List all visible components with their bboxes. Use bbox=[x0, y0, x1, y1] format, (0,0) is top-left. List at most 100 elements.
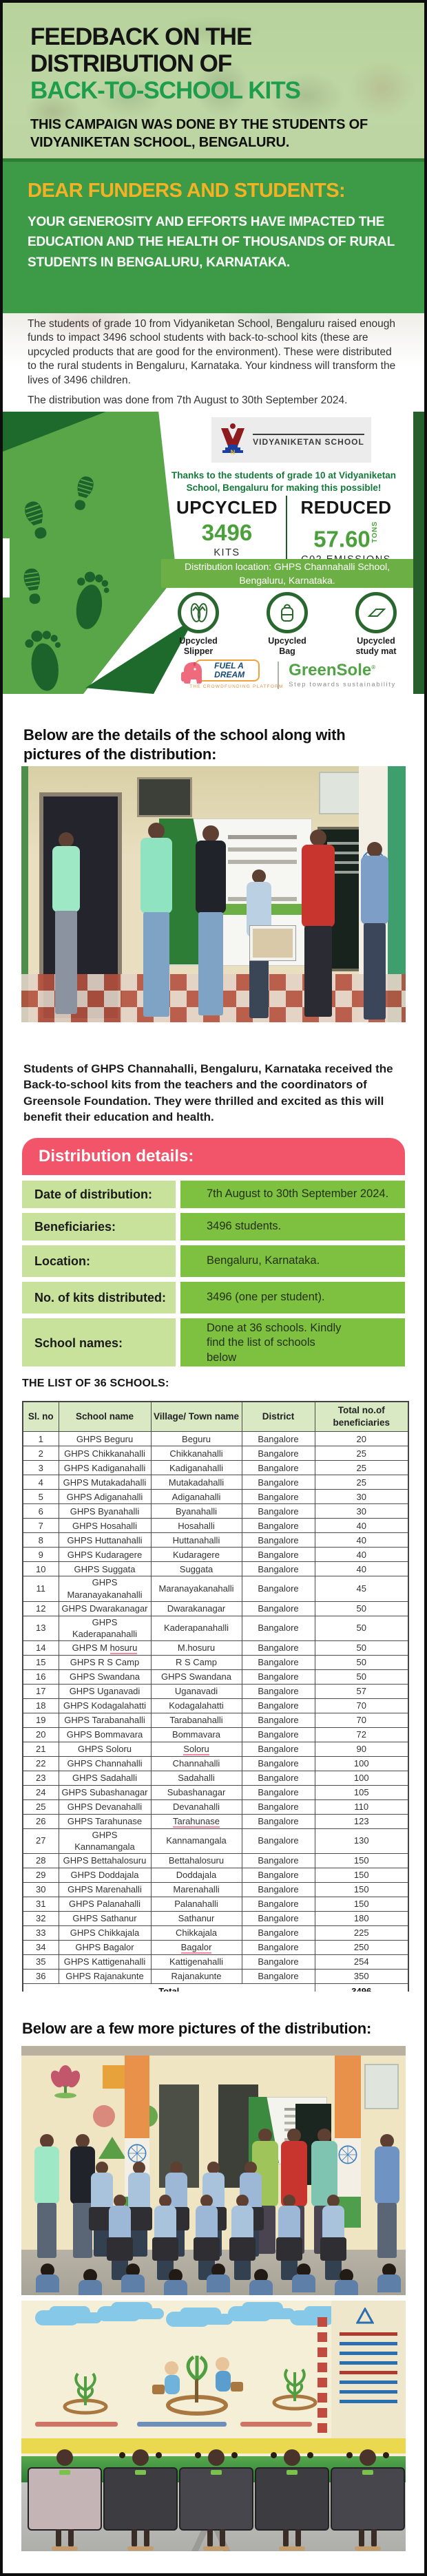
cell-district: Bangalore bbox=[241, 1813, 315, 1829]
cell-village: Bettahalosuru bbox=[150, 1852, 242, 1868]
table-row: 11 GHPS Maranayakanahalli Maranayakanahall… bbox=[22, 1576, 409, 1602]
yellow-band bbox=[21, 2438, 406, 2453]
cell-school-name: GHPS Tarahunase bbox=[58, 1813, 152, 1829]
cell-beneficiaries: 150 bbox=[314, 1867, 409, 1883]
cell-beneficiaries: 254 bbox=[314, 1954, 409, 1970]
children-with-mats-group bbox=[21, 2301, 406, 2551]
person-figure bbox=[357, 842, 392, 1022]
badge-upcycled-slipper: Upcycled Slipper bbox=[167, 592, 230, 657]
cell-village: Doddajala bbox=[150, 1867, 242, 1883]
cloud-mural bbox=[35, 2310, 79, 2325]
table-row: 27 GHPS Kannamangala Kannamangala Bangalore… bbox=[22, 1828, 409, 1854]
cell-district: Bangalore bbox=[241, 1654, 315, 1670]
greensole-name: GreenSole bbox=[289, 661, 372, 679]
cell-beneficiaries: 123 bbox=[314, 1813, 409, 1829]
col-sl-no: Sl. no bbox=[22, 1401, 59, 1433]
detail-label-date: Date of distribution: bbox=[22, 1181, 176, 1208]
cell-beneficiaries: 100 bbox=[314, 1770, 409, 1786]
table-row: 1 GHPS Beguru Beguru Bangalore 20 bbox=[22, 1431, 409, 1447]
cell-sl-no: 32 bbox=[22, 1910, 59, 1926]
cell-district: Bangalore bbox=[241, 1910, 315, 1926]
cell-school-name: GHPS Kudaragere bbox=[58, 1547, 152, 1563]
fuel-logo-tagline: THE CROWDFUNDING PLATFORM bbox=[189, 684, 284, 689]
cell-beneficiaries: 20 bbox=[314, 1431, 409, 1447]
cell-beneficiaries: 90 bbox=[314, 1741, 409, 1757]
stat-upcycled-value: 3496 bbox=[201, 520, 253, 545]
cell-district: Bangalore bbox=[241, 1939, 315, 1955]
cell-school-name: GHPS Maranayakanahalli bbox=[58, 1576, 152, 1602]
person-figure bbox=[105, 2195, 134, 2283]
cell-district: Bangalore bbox=[241, 1698, 315, 1713]
cell-school-name: GHPS Huttanahalli bbox=[58, 1532, 152, 1548]
cell-beneficiaries: 70 bbox=[314, 1698, 409, 1713]
school-table-body: 1 GHPS Beguru Beguru Bangalore 20 2 GHPS Chikk… bbox=[22, 1431, 409, 1984]
cell-village: Byanahalli bbox=[150, 1503, 242, 1519]
cell-school-name: GHPS R S Camp bbox=[58, 1654, 152, 1670]
bottom-margin bbox=[3, 2551, 424, 2573]
cell-sl-no: 23 bbox=[22, 1770, 59, 1786]
cell-school-name: GHPS Bagalor bbox=[58, 1939, 152, 1955]
cell-district: Bangalore bbox=[241, 1669, 315, 1685]
greensole-tagline: Step towards sustainability bbox=[289, 681, 396, 688]
cell-school-name: GHPS Kattigenahalli bbox=[58, 1954, 152, 1970]
cell-sl-no: 33 bbox=[22, 1925, 59, 1941]
cell-village: Uganavadi bbox=[150, 1683, 242, 1699]
cell-district: Bangalore bbox=[241, 1828, 315, 1854]
cell-school-name: GHPS Soloru bbox=[58, 1741, 152, 1757]
details-intro-heading: Below are the details of the school alon… bbox=[23, 726, 346, 763]
table-row: 26 GHPS Tarahunase Tarahunase Bangalore 123 bbox=[22, 1813, 409, 1829]
cell-district: Bangalore bbox=[241, 1925, 315, 1941]
lotus-mural bbox=[50, 2065, 81, 2098]
badge-label-line1: Upcycled bbox=[268, 636, 306, 646]
cell-beneficiaries: 180 bbox=[314, 1910, 409, 1926]
cell-sl-no: 9 bbox=[22, 1547, 59, 1563]
table-row: 14 GHPS M hosuru M.hosuru Bangalore 50 bbox=[22, 1640, 409, 1656]
cell-district: Bangalore bbox=[241, 1460, 315, 1476]
people-group bbox=[21, 766, 406, 1022]
cell-district: Bangalore bbox=[241, 1727, 315, 1742]
cell-district: Bangalore bbox=[241, 1532, 315, 1548]
cell-district: Bangalore bbox=[241, 1503, 315, 1519]
fuel-logo-line2: DREAM bbox=[214, 670, 245, 679]
edge-notch bbox=[3, 538, 10, 598]
cell-district: Bangalore bbox=[241, 1770, 315, 1786]
table-total-row: Total 3496 bbox=[22, 1983, 409, 1992]
cell-school-name: GHPS Bettahalosuru bbox=[58, 1852, 152, 1868]
cell-sl-no: 14 bbox=[22, 1640, 59, 1656]
table-row: 34 GHPS Bagalor Bagalor Bangalore 250 bbox=[22, 1939, 409, 1955]
page-subtitle: THIS CAMPAIGN WAS DONE BY THE STUDENTS O… bbox=[30, 116, 368, 150]
cell-school-name: GHPS Sathanur bbox=[58, 1910, 152, 1926]
person-figure bbox=[192, 2195, 221, 2283]
photo-caption-section: Students of GHPS Channahalli, Bengaluru,… bbox=[3, 1022, 424, 1135]
cell-sl-no: 18 bbox=[22, 1698, 59, 1713]
cell-sl-no: 17 bbox=[22, 1683, 59, 1699]
cell-village: Rajanakunte bbox=[150, 1968, 242, 1984]
table-row: 28 GHPS Bettahalosuru Bettahalosuru Bangalo… bbox=[22, 1852, 409, 1868]
cell-village: Tarabanahalli bbox=[150, 1712, 242, 1728]
cell-district: Bangalore bbox=[241, 1896, 315, 1912]
detail-label-kits: No. of kits distributed: bbox=[22, 1282, 176, 1313]
cell-beneficiaries: 150 bbox=[314, 1896, 409, 1912]
bag-icon bbox=[281, 604, 293, 622]
detail-value-schools: Done at 36 schools. Kindly find the list… bbox=[180, 1318, 405, 1366]
cell-beneficiaries: 250 bbox=[314, 1939, 409, 1955]
cell-school-name: GHPS Beguru bbox=[58, 1431, 152, 1447]
table-row: 25 GHPS Devanahalli Devanahalli Bangalore 11… bbox=[22, 1799, 409, 1815]
cell-beneficiaries: 40 bbox=[314, 1518, 409, 1534]
cell-sl-no: 8 bbox=[22, 1532, 59, 1548]
cell-sl-no: 7 bbox=[22, 1518, 59, 1534]
person-figure bbox=[151, 2195, 180, 2283]
seated-child bbox=[205, 2263, 232, 2295]
photo-distribution-2 bbox=[21, 2046, 406, 2295]
cell-village: M.hosuru bbox=[150, 1640, 242, 1656]
cell-sl-no: 30 bbox=[22, 1881, 59, 1897]
cell-sl-no: 4 bbox=[22, 1475, 59, 1490]
plant-ring-mural bbox=[63, 2372, 108, 2415]
kit-board bbox=[250, 926, 295, 960]
total-value: 3496 bbox=[314, 1983, 409, 1992]
stat-reduced-label: REDUCED bbox=[300, 497, 392, 518]
person-figure bbox=[31, 2134, 63, 2261]
cell-sl-no: 35 bbox=[22, 1954, 59, 1970]
cell-district: Bangalore bbox=[241, 1446, 315, 1461]
poster-board bbox=[364, 2064, 399, 2109]
